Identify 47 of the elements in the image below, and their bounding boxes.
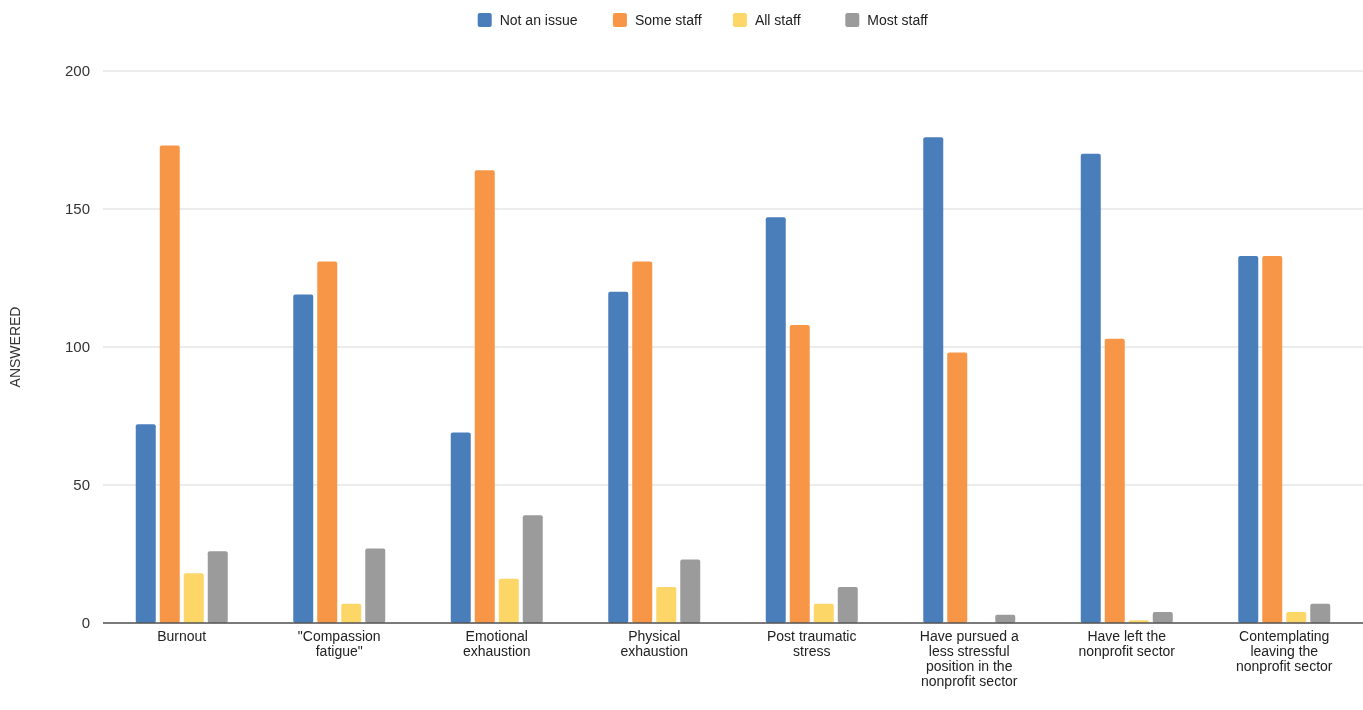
bar — [317, 261, 338, 623]
bar — [947, 352, 968, 623]
bar — [293, 294, 314, 623]
bar — [1310, 603, 1331, 623]
y-tick-label: 200 — [64, 62, 90, 80]
bar — [135, 424, 156, 623]
bar — [632, 261, 653, 623]
bar — [837, 587, 858, 623]
bar — [1262, 255, 1283, 623]
bar — [1152, 611, 1173, 623]
bar — [1286, 611, 1307, 623]
y-tick-label: 100 — [64, 338, 90, 356]
x-tick-label: Emotional exhaustion — [462, 628, 531, 659]
y-tick-label: 50 — [73, 476, 90, 494]
x-tick-label: Post traumatic stress — [767, 628, 857, 659]
x-tick-label: "Compassion fatigue" — [297, 628, 381, 659]
bar — [789, 324, 810, 623]
y-tick-label: 0 — [81, 614, 90, 632]
x-tick-label: Burnout — [157, 628, 207, 644]
bar — [923, 137, 944, 623]
legend-label: All staff — [754, 11, 801, 28]
bar — [207, 551, 228, 623]
legend-label: Not an issue — [499, 11, 578, 28]
bar — [474, 170, 495, 623]
bar — [365, 548, 386, 623]
x-tick-label: Have pursued a less stressful position in the nonprofit sector — [919, 628, 1019, 689]
bar — [522, 515, 543, 623]
y-tick-label: 150 — [64, 200, 90, 218]
bar — [656, 587, 677, 623]
x-tick-label: Have left the nonprofit sector — [1078, 628, 1176, 659]
bar — [183, 573, 204, 623]
bar — [608, 291, 629, 623]
bar — [765, 217, 786, 623]
y-axis-title: ANSWERED — [7, 306, 23, 388]
bar — [680, 559, 701, 623]
bar — [341, 603, 362, 623]
bar — [813, 603, 834, 623]
bar — [1238, 255, 1259, 623]
legend-label: Some staff — [634, 11, 702, 28]
legend-label: Most staff — [867, 11, 928, 28]
bar — [1104, 338, 1125, 623]
bar — [1080, 153, 1101, 623]
bar — [159, 145, 180, 623]
bar — [498, 578, 519, 623]
x-tick-label: Contemplating leaving the nonprofit sector — [1236, 628, 1333, 674]
bar — [450, 432, 471, 623]
x-tick-label: Physical exhaustion — [620, 628, 689, 659]
